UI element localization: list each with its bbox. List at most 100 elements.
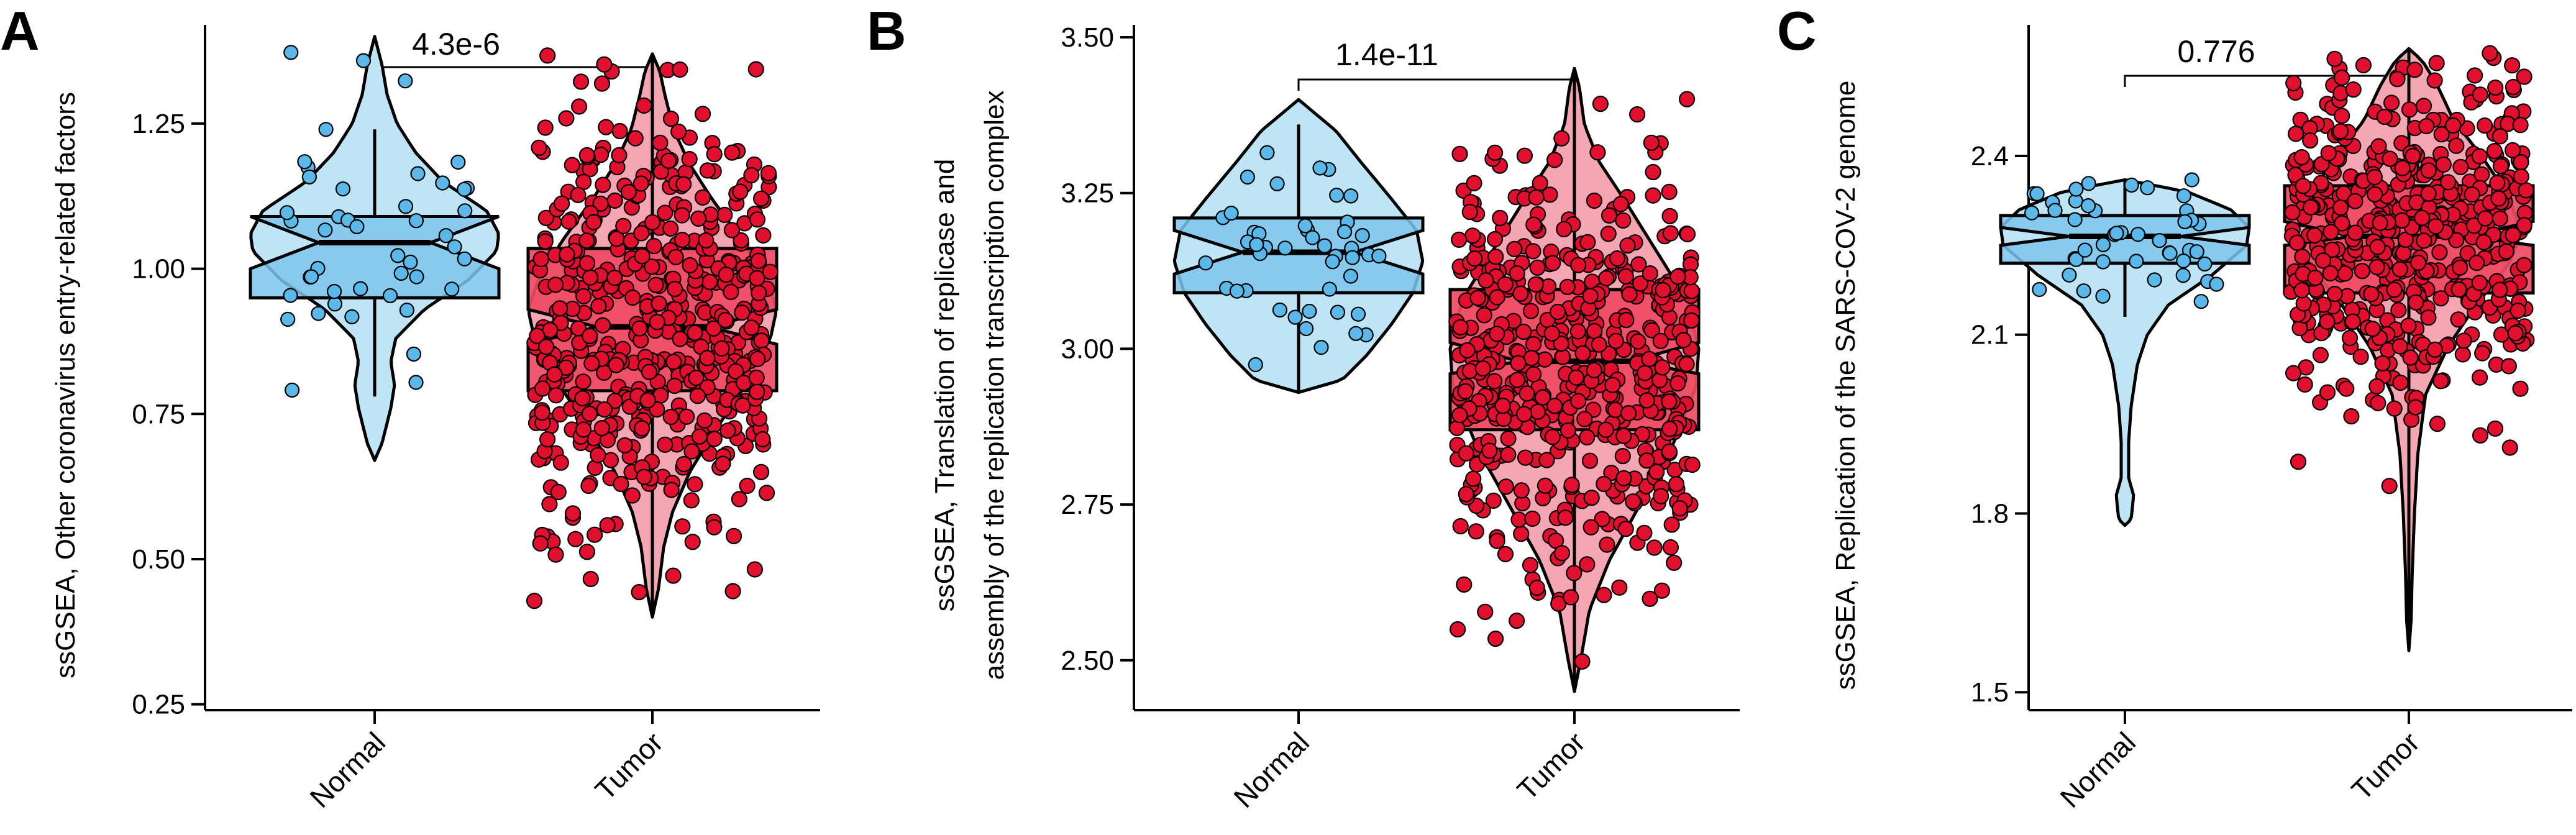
normal-data-point [1287,309,1303,325]
tumor-data-point [2374,355,2391,372]
tumor-data-point [1617,521,1634,537]
tumor-data-point [1607,401,1624,418]
normal-data-point [406,346,422,362]
tumor-data-point [547,276,564,293]
tumor-data-point [611,147,628,163]
tumor-data-point [1581,452,1599,469]
tumor-data-point [2410,254,2427,271]
tumor-data-point [1569,323,1586,340]
tumor-data-point [2303,199,2319,216]
tumor-data-point [1497,478,1514,495]
normal-data-point [447,239,462,255]
normal-data-point [303,269,319,285]
tumor-data-point [2452,158,2469,175]
tumor-data-point [1486,230,1504,248]
tumor-data-point [2465,217,2482,234]
tumor-data-point [739,477,756,495]
tumor-data-point [749,211,766,228]
normal-data-point [1330,304,1346,320]
normal-data-point [283,288,298,303]
tumor-data-point [574,390,591,407]
tumor-data-point [2354,263,2370,280]
tumor-data-point [652,134,669,151]
tumor-data-point [1641,350,1658,368]
tumor-data-point [657,436,674,453]
tumor-data-point [666,377,683,395]
tumor-data-point [2306,227,2323,244]
normal-data-point [408,375,424,390]
tumor-data-point [553,195,570,212]
tumor-data-point [734,304,751,321]
normal-data-point [327,296,343,312]
tumor-data-point [593,75,611,92]
normal-data-point [318,122,334,137]
tumor-data-point [2288,234,2306,251]
normal-data-point [283,45,299,60]
tumor-data-point [2294,249,2311,265]
tumor-data-point [1637,365,1653,381]
tumor-data-point [1655,281,1671,299]
tumor-data-point [696,412,713,429]
tumor-data-point [593,419,610,437]
tumor-data-point [567,531,584,547]
tumor-data-point [2432,373,2449,390]
tumor-data-point [585,214,602,230]
tumor-data-point [2445,117,2462,134]
tumor-data-point [1468,523,1484,540]
tumor-data-point [652,163,670,180]
tumor-data-point [578,147,595,163]
tumor-data-point [1643,322,1660,339]
tumor-data-point [2293,282,2310,299]
tumor-data-point [606,393,623,409]
tumor-data-point [1474,360,1491,377]
tumor-data-point [1646,539,1663,556]
tumor-data-point [733,232,749,249]
tumor-data-point [732,183,749,200]
tumor-data-point [1671,500,1688,517]
tumor-data-point [1678,355,1695,373]
tumor-data-point [2454,346,2471,363]
normal-data-point [335,181,351,197]
tumor-data-point [2518,182,2534,199]
tumor-data-point [675,455,692,473]
tumor-data-point [1464,227,1481,244]
tumor-data-point [582,570,599,588]
tumor-data-point [1586,322,1603,340]
tumor-data-point [570,98,588,115]
tumor-data-point [751,285,767,301]
tumor-data-point [2489,175,2506,191]
y-tick-label: 0.25 [132,690,185,720]
tumor-data-point [694,189,711,206]
tumor-data-point [551,300,569,317]
tumor-data-point [1527,276,1544,293]
tumor-data-point [2450,281,2467,298]
tumor-data-point [575,421,592,438]
tumor-data-point [699,350,716,367]
tumor-data-point [2389,71,2406,88]
normal-data-point [1343,268,1359,284]
tumor-data-point [2312,347,2329,363]
tumor-data-point [1582,288,1599,304]
tumor-data-point [684,534,701,550]
tumor-data-point [575,373,591,390]
tumor-data-point [750,252,767,269]
tumor-data-point [636,97,652,114]
y-tick-label: 1.5 [1971,677,2009,708]
tumor-data-point [1515,406,1533,422]
tumor-data-point [2395,245,2412,262]
tumor-data-point [755,227,772,244]
tumor-data-point [1553,130,1570,147]
tumor-data-point [1638,392,1655,409]
tumor-data-point [1450,621,1466,638]
tumor-data-point [1669,375,1686,392]
tumor-data-point [2512,380,2529,397]
tumor-data-point [1662,225,1679,242]
tumor-data-point [552,454,569,471]
tumor-data-point [1517,449,1534,466]
tumor-data-point [583,355,600,372]
tumor-data-point [694,106,711,122]
normal-data-point [2130,227,2146,242]
y-tick-label: 1.00 [132,254,185,285]
tumor-data-point [1653,582,1670,599]
tumor-data-point [725,527,742,544]
